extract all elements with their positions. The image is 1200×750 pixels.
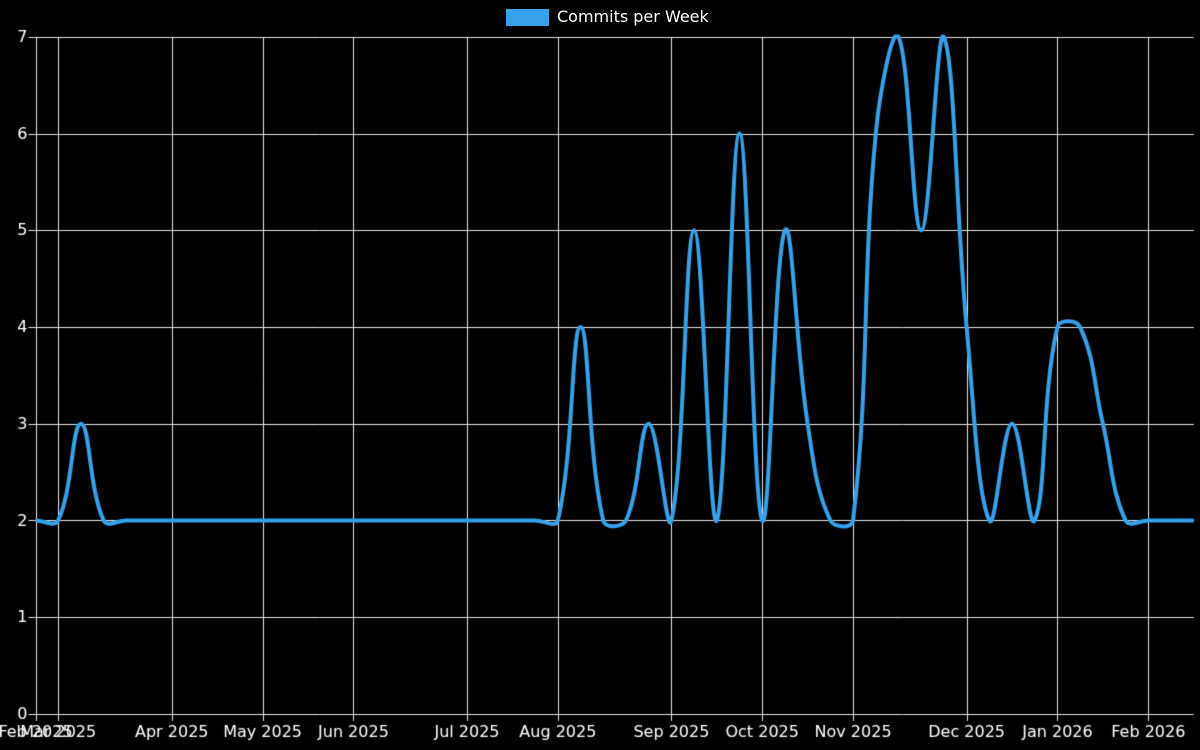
legend: Commits per Week: [506, 8, 709, 26]
legend-swatch[interactable]: [506, 8, 549, 26]
legend-label[interactable]: Commits per Week: [557, 7, 709, 26]
